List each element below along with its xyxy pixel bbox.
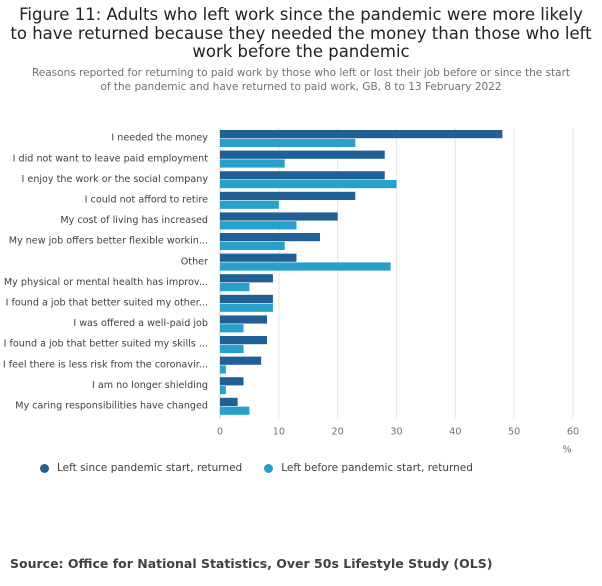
source-note: Source: Office for National Statistics, …	[10, 556, 493, 571]
bar-before	[220, 365, 226, 374]
category-label: I found a job that better suited my skil…	[4, 339, 208, 350]
bar-before	[220, 283, 250, 292]
bar-chart: 0 10 20 30 40 50 60% I needed the money I did no…	[3, 128, 579, 455]
category-label: I could not afford to retire	[85, 195, 208, 206]
bar-before	[220, 386, 226, 395]
category-label: Other	[181, 256, 208, 267]
chart-title: Figure 11: Adults who left work since th…	[10, 5, 592, 61]
bar-since	[220, 315, 268, 324]
category-label: I found a job that better suited my othe…	[6, 298, 208, 309]
category-label: My cost of living has increased	[60, 215, 208, 226]
bar-before	[220, 200, 279, 209]
legend-label-since: Left since pandemic start, returned	[57, 462, 243, 474]
bar-since	[220, 336, 268, 345]
category-label: I feel there is less risk from the coron…	[3, 359, 208, 370]
legend-label-before: Left before pandemic start, returned	[281, 462, 473, 474]
bar-since	[220, 191, 356, 200]
bar-before	[220, 138, 356, 147]
bar-since	[220, 356, 262, 365]
category-label: I was offered a well-paid job	[73, 318, 208, 329]
legend-swatch-since	[40, 463, 49, 473]
bar-since	[220, 397, 238, 406]
category-label: My new job offers better flexible workin…	[9, 236, 208, 247]
bar-since	[220, 377, 244, 386]
legend-item-since: Left since pandemic start, returned	[40, 462, 242, 474]
x-tick-label: 60	[567, 426, 579, 437]
bar-since	[220, 274, 273, 283]
x-tick-label: 50	[508, 426, 520, 437]
chart-legend: Left since pandemic start, returned Left…	[40, 462, 473, 474]
category-label: I enjoy the work or the social company	[22, 174, 209, 185]
category-label: I am no longer shielding	[92, 380, 208, 391]
bar-before	[220, 159, 285, 168]
x-axis-unit: %	[562, 444, 571, 455]
bar-since	[220, 171, 385, 180]
bar-before	[220, 241, 285, 250]
bar-since	[220, 253, 297, 262]
x-tick-label: 0	[217, 426, 223, 437]
bar-before	[220, 406, 250, 415]
x-tick-label: 10	[273, 426, 285, 437]
bar-before	[220, 344, 244, 353]
bar-before	[220, 262, 391, 271]
bar-before	[220, 221, 297, 230]
category-label: I did not want to leave paid employment	[13, 153, 209, 164]
category-label: My physical or mental health has improv.…	[4, 277, 208, 288]
bar-before	[220, 324, 244, 333]
chart-subtitle: Reasons reported for returning to paid w…	[31, 67, 571, 93]
bar-since	[220, 130, 503, 139]
x-tick-label: 30	[390, 426, 402, 437]
legend-item-before: Left before pandemic start, returned	[264, 462, 473, 474]
bar-since	[220, 233, 321, 242]
x-tick-label: 40	[449, 426, 461, 437]
legend-swatch-before	[264, 463, 274, 473]
x-tick-label: 20	[332, 426, 344, 437]
bar-since	[220, 150, 385, 159]
bar-since	[220, 212, 338, 221]
category-label: I needed the money	[111, 133, 208, 144]
bar-before	[220, 303, 273, 312]
category-label: My caring responsibilities have changed	[15, 401, 208, 412]
bar-before	[220, 180, 397, 189]
bar-since	[220, 294, 273, 303]
